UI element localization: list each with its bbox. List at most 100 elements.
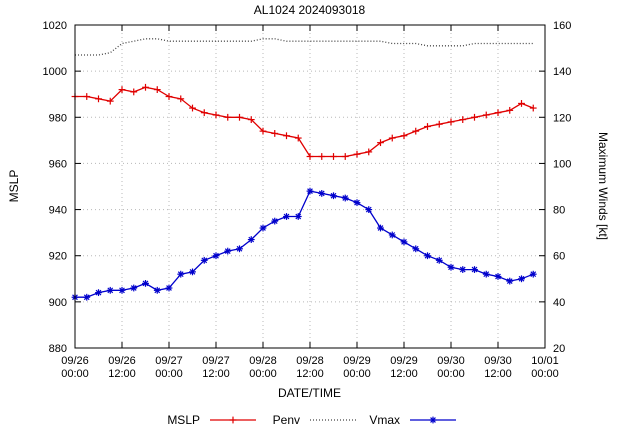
- marker-plus: [459, 116, 467, 123]
- svg-text:12:00: 12:00: [202, 368, 230, 380]
- marker-asterisk: [153, 286, 161, 294]
- marker-plus: [318, 153, 326, 160]
- marker-plus: [353, 150, 361, 158]
- marker-asterisk: [424, 252, 431, 260]
- svg-text:00:00: 00:00: [343, 368, 371, 380]
- marker-asterisk: [165, 284, 173, 292]
- marker-plus: [259, 127, 267, 135]
- marker-asterisk: [294, 213, 302, 220]
- marker-plus: [388, 134, 396, 142]
- svg-text:09/26: 09/26: [61, 355, 89, 367]
- svg-text:1000: 1000: [43, 66, 67, 78]
- marker-plus: [294, 134, 302, 142]
- marker-asterisk: [435, 256, 443, 264]
- marker-asterisk: [212, 252, 220, 260]
- marker-asterisk: [506, 277, 514, 285]
- x-axis-label: DATE/TIME: [277, 386, 342, 400]
- marker-plus: [142, 83, 149, 91]
- grid: [74, 24, 546, 349]
- svg-text:12:00: 12:00: [296, 368, 324, 380]
- marker-asterisk: [200, 256, 208, 264]
- marker-plus: [283, 132, 290, 140]
- marker-plus: [341, 153, 349, 160]
- legend-label-MSLP: MSLP: [167, 413, 200, 427]
- svg-text:09/27: 09/27: [202, 355, 230, 367]
- marker-plus: [377, 139, 384, 147]
- svg-text:160: 160: [553, 20, 571, 32]
- marker-asterisk: [271, 217, 279, 225]
- marker-plus: [224, 113, 232, 121]
- marker-plus: [435, 120, 443, 128]
- marker-asterisk: [118, 286, 126, 294]
- marker-plus: [177, 95, 185, 103]
- svg-text:12:00: 12:00: [484, 368, 512, 380]
- svg-text:00:00: 00:00: [531, 368, 559, 380]
- marker-asterisk: [459, 266, 467, 273]
- svg-text:12:00: 12:00: [390, 368, 418, 380]
- svg-text:09/28: 09/28: [296, 355, 324, 367]
- marker-asterisk: [259, 224, 267, 232]
- marker-asterisk: [353, 199, 361, 207]
- svg-text:60: 60: [553, 251, 565, 263]
- legend-marker-plus: [229, 416, 237, 424]
- series-Penv: [75, 38, 534, 56]
- svg-text:980: 980: [49, 112, 67, 124]
- svg-text:900: 900: [49, 297, 67, 309]
- marker-plus: [424, 123, 431, 130]
- svg-text:00:00: 00:00: [155, 368, 183, 380]
- marker-plus: [189, 104, 196, 112]
- marker-asterisk: [412, 245, 420, 253]
- svg-text:00:00: 00:00: [437, 368, 465, 380]
- marker-asterisk: [447, 263, 455, 271]
- marker-plus: [494, 109, 502, 117]
- svg-text:20: 20: [553, 343, 565, 355]
- svg-text:00:00: 00:00: [249, 368, 277, 380]
- marker-plus: [95, 95, 102, 103]
- marker-plus: [247, 116, 255, 123]
- legend-marker-asterisk: [429, 416, 437, 424]
- svg-text:00:00: 00:00: [61, 368, 89, 380]
- svg-text:920: 920: [49, 251, 67, 263]
- marker-asterisk: [494, 273, 502, 280]
- svg-text:120: 120: [553, 112, 571, 124]
- y-axis-label-left: MSLP: [7, 169, 21, 203]
- marker-asterisk: [83, 293, 91, 301]
- marker-plus: [506, 106, 514, 114]
- marker-plus: [165, 93, 173, 100]
- marker-plus: [529, 104, 537, 112]
- svg-text:960: 960: [49, 158, 67, 170]
- marker-plus: [518, 100, 525, 107]
- marker-plus: [200, 109, 208, 117]
- marker-plus: [306, 153, 314, 160]
- marker-asterisk: [224, 247, 232, 255]
- svg-text:140: 140: [553, 66, 571, 78]
- chart-title: AL1024 2024093018: [253, 3, 366, 17]
- marker-asterisk: [130, 284, 138, 292]
- svg-text:940: 940: [49, 205, 67, 217]
- marker-asterisk: [518, 275, 525, 283]
- marker-plus: [471, 113, 478, 121]
- marker-plus: [106, 97, 114, 105]
- marker-asterisk: [341, 194, 349, 202]
- marker-asterisk: [236, 245, 243, 253]
- marker-asterisk: [177, 270, 185, 278]
- legend-label-Vmax: Vmax: [369, 413, 400, 427]
- series-MSLP: [71, 83, 537, 160]
- series-Vmax: [71, 187, 537, 301]
- marker-asterisk: [529, 270, 537, 278]
- marker-asterisk: [189, 268, 196, 276]
- marker-plus: [236, 113, 243, 121]
- marker-asterisk: [330, 192, 337, 200]
- marker-plus: [330, 153, 337, 160]
- marker-asterisk: [388, 231, 396, 239]
- marker-asterisk: [318, 190, 326, 197]
- svg-text:09/29: 09/29: [343, 355, 371, 367]
- marker-plus: [118, 86, 126, 93]
- svg-text:09/26: 09/26: [108, 355, 136, 367]
- marker-plus: [212, 111, 220, 119]
- legend-label-Penv: Penv: [273, 413, 300, 427]
- marker-asterisk: [106, 286, 114, 294]
- tick-labels: 880 900 920 940 960 980 1000 1020 20 40 60 80 100 120…: [43, 20, 572, 380]
- svg-text:09/27: 09/27: [155, 355, 183, 367]
- svg-text:80: 80: [553, 205, 565, 217]
